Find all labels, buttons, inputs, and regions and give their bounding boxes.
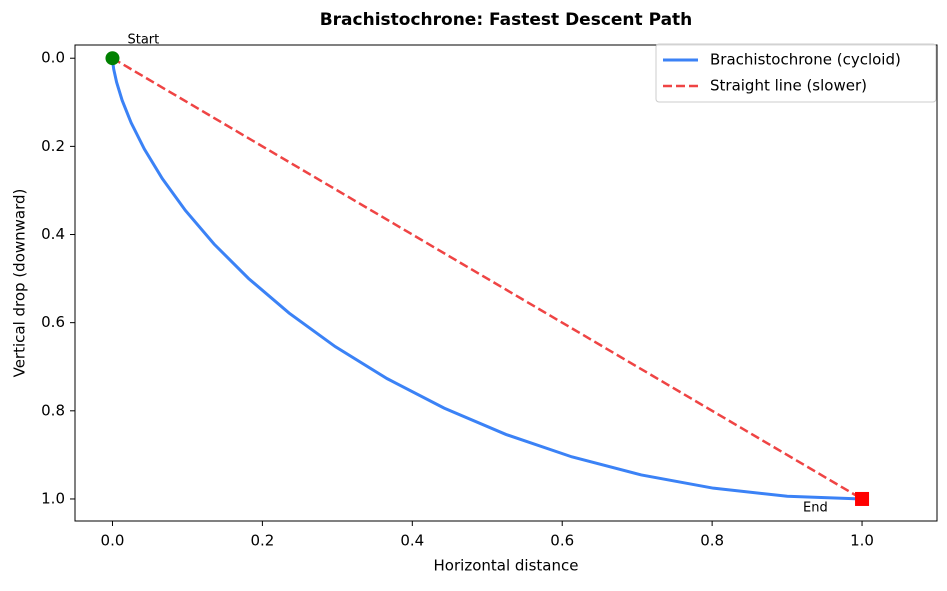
y-tick-label: 0.4 <box>41 225 65 243</box>
end-marker <box>855 491 870 506</box>
y-tick-label: 1.0 <box>41 489 65 507</box>
y-tick-label: 0.6 <box>41 313 65 331</box>
y-axis-label: Vertical drop (downward) <box>11 189 29 378</box>
annotation: Start <box>127 33 159 48</box>
y-tick-label: 0.8 <box>41 401 65 419</box>
x-axis-label: Horizontal distance <box>434 557 579 575</box>
x-tick-label: 0.8 <box>700 532 724 550</box>
start-marker <box>105 51 120 66</box>
annotation: End <box>803 500 828 515</box>
legend-box <box>655 43 937 103</box>
y-tick-label: 0.2 <box>41 137 65 155</box>
x-tick-label: 0.0 <box>101 532 125 550</box>
x-tick-label: 0.2 <box>250 532 274 550</box>
series-line <box>111 57 863 501</box>
y-tick-label: 0.0 <box>41 49 65 67</box>
x-tick-label: 0.4 <box>400 532 424 550</box>
plot-frame <box>74 44 938 522</box>
legend-label: Brachistochrone (cycloid) <box>710 51 901 69</box>
chart-title: Brachistochrone: Fastest Descent Path <box>320 10 693 30</box>
x-tick-label: 0.6 <box>550 532 574 550</box>
legend-label: Straight line (slower) <box>710 77 867 95</box>
x-tick-label: 1.0 <box>850 532 874 550</box>
series-line <box>110 58 863 501</box>
